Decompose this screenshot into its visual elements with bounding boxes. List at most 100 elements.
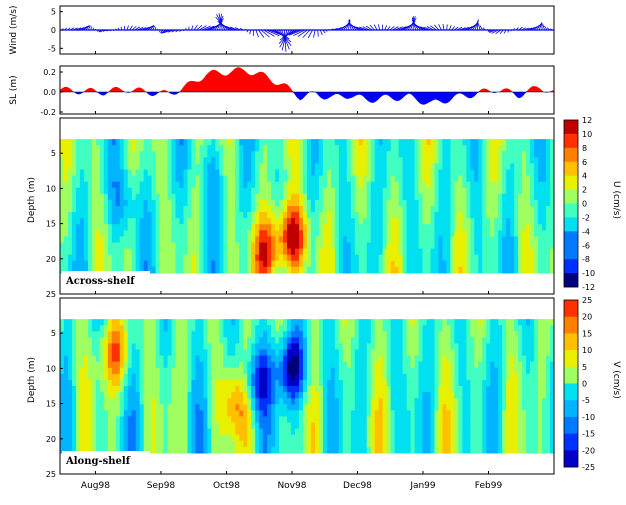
heatmap-cell [184, 429, 189, 436]
heatmap-cell [68, 410, 73, 417]
heatmap-cell [148, 435, 153, 442]
heatmap-cell [223, 447, 228, 454]
heatmap-cell [112, 435, 117, 442]
heatmap-cell [172, 404, 177, 411]
heatmap-cell [283, 163, 288, 170]
heatmap-cell [231, 242, 236, 249]
heatmap-cell [287, 435, 292, 442]
heatmap-cell [319, 398, 324, 405]
heatmap-cell [502, 218, 507, 225]
heatmap-cell [419, 356, 424, 363]
heatmap-cell [231, 404, 236, 411]
heatmap-cell [243, 218, 248, 225]
heatmap-cell [108, 368, 113, 375]
heatmap-cell [335, 157, 340, 164]
heatmap-cell [207, 170, 212, 177]
heatmap-cell [180, 261, 185, 268]
heatmap-cell [299, 404, 304, 411]
heatmap-cell [538, 176, 543, 183]
heatmap-cell [112, 422, 117, 429]
heatmap-cell [323, 404, 328, 411]
heatmap-cell [243, 151, 248, 158]
heatmap-cell [291, 441, 296, 448]
heatmap-cell [144, 435, 149, 442]
heatmap-cell [299, 170, 304, 177]
heatmap-cell [355, 249, 360, 256]
heatmap-cell [371, 151, 376, 158]
heatmap-cell [191, 422, 196, 429]
heatmap-cell [307, 176, 312, 183]
heatmap-cell [431, 157, 436, 164]
heatmap-cell [387, 182, 392, 189]
heatmap-cell [427, 139, 432, 146]
heatmap-cell [255, 236, 260, 243]
heatmap-cell [319, 447, 324, 454]
heatmap-cell [279, 157, 284, 164]
heatmap-cell [295, 255, 300, 262]
heatmap-cell [84, 163, 89, 170]
heatmap-cell [335, 249, 340, 256]
heatmap-cell [227, 249, 232, 256]
heatmap-cell [263, 255, 268, 262]
heatmap-cell [371, 441, 376, 448]
heatmap-cell [144, 362, 149, 369]
heatmap-cell [124, 176, 129, 183]
heatmap-cell [84, 319, 89, 326]
heatmap-cell [215, 230, 220, 237]
heatmap-cell [303, 182, 308, 189]
heatmap-cell [283, 170, 288, 177]
heatmap-cell [152, 404, 157, 411]
heatmap-cell [263, 163, 268, 170]
heatmap-cell [506, 206, 511, 213]
heatmap-cell [510, 163, 515, 170]
heatmap-cell [160, 242, 165, 249]
heatmap-cell [351, 386, 356, 393]
heatmap-cell [60, 200, 65, 207]
heatmap-cell [347, 398, 352, 405]
heatmap-cell [116, 212, 121, 219]
heatmap-cell [96, 255, 101, 262]
heatmap-cell [176, 380, 181, 387]
heatmap-cell [454, 170, 459, 177]
heatmap-cell [271, 368, 276, 375]
heatmap-cell [522, 236, 527, 243]
heatmap-cell [164, 337, 169, 344]
heatmap-cell [311, 337, 316, 344]
heatmap-cell [331, 435, 336, 442]
wind-stick [378, 24, 379, 30]
heatmap-cell [427, 163, 432, 170]
heatmap-cell [327, 218, 332, 225]
heatmap-cell [136, 157, 141, 164]
heatmap-cell [407, 200, 412, 207]
heatmap-cell [327, 398, 332, 405]
heatmap-cell [311, 242, 316, 249]
heatmap-cell [291, 429, 296, 436]
heatmap-cell [203, 267, 208, 274]
heatmap-cell [88, 386, 93, 393]
heatmap-cell [187, 435, 192, 442]
heatmap-cell [80, 343, 85, 350]
heatmap-cell [128, 170, 133, 177]
heatmap-cell [247, 194, 252, 201]
heatmap-cell [323, 255, 328, 262]
heatmap-cell [184, 356, 189, 363]
heatmap-cell [195, 139, 200, 146]
heatmap-cell [335, 416, 340, 423]
heatmap-cell [363, 356, 368, 363]
heatmap-cell [391, 242, 396, 249]
heatmap-cell [243, 441, 248, 448]
heatmap-cell [279, 200, 284, 207]
heatmap-cell [419, 151, 424, 158]
heatmap-cell [92, 242, 97, 249]
heatmap-cell [243, 212, 248, 219]
heatmap-cell [423, 163, 428, 170]
heatmap-cell [152, 151, 157, 158]
heatmap-cell [407, 151, 412, 158]
heatmap-cell [68, 212, 73, 219]
heatmap-cell [283, 212, 288, 219]
heatmap-cell [391, 157, 396, 164]
heatmap-cell [199, 350, 204, 357]
heatmap-cell [427, 230, 432, 237]
heatmap-cell [227, 368, 232, 375]
heatmap-cell [132, 441, 137, 448]
